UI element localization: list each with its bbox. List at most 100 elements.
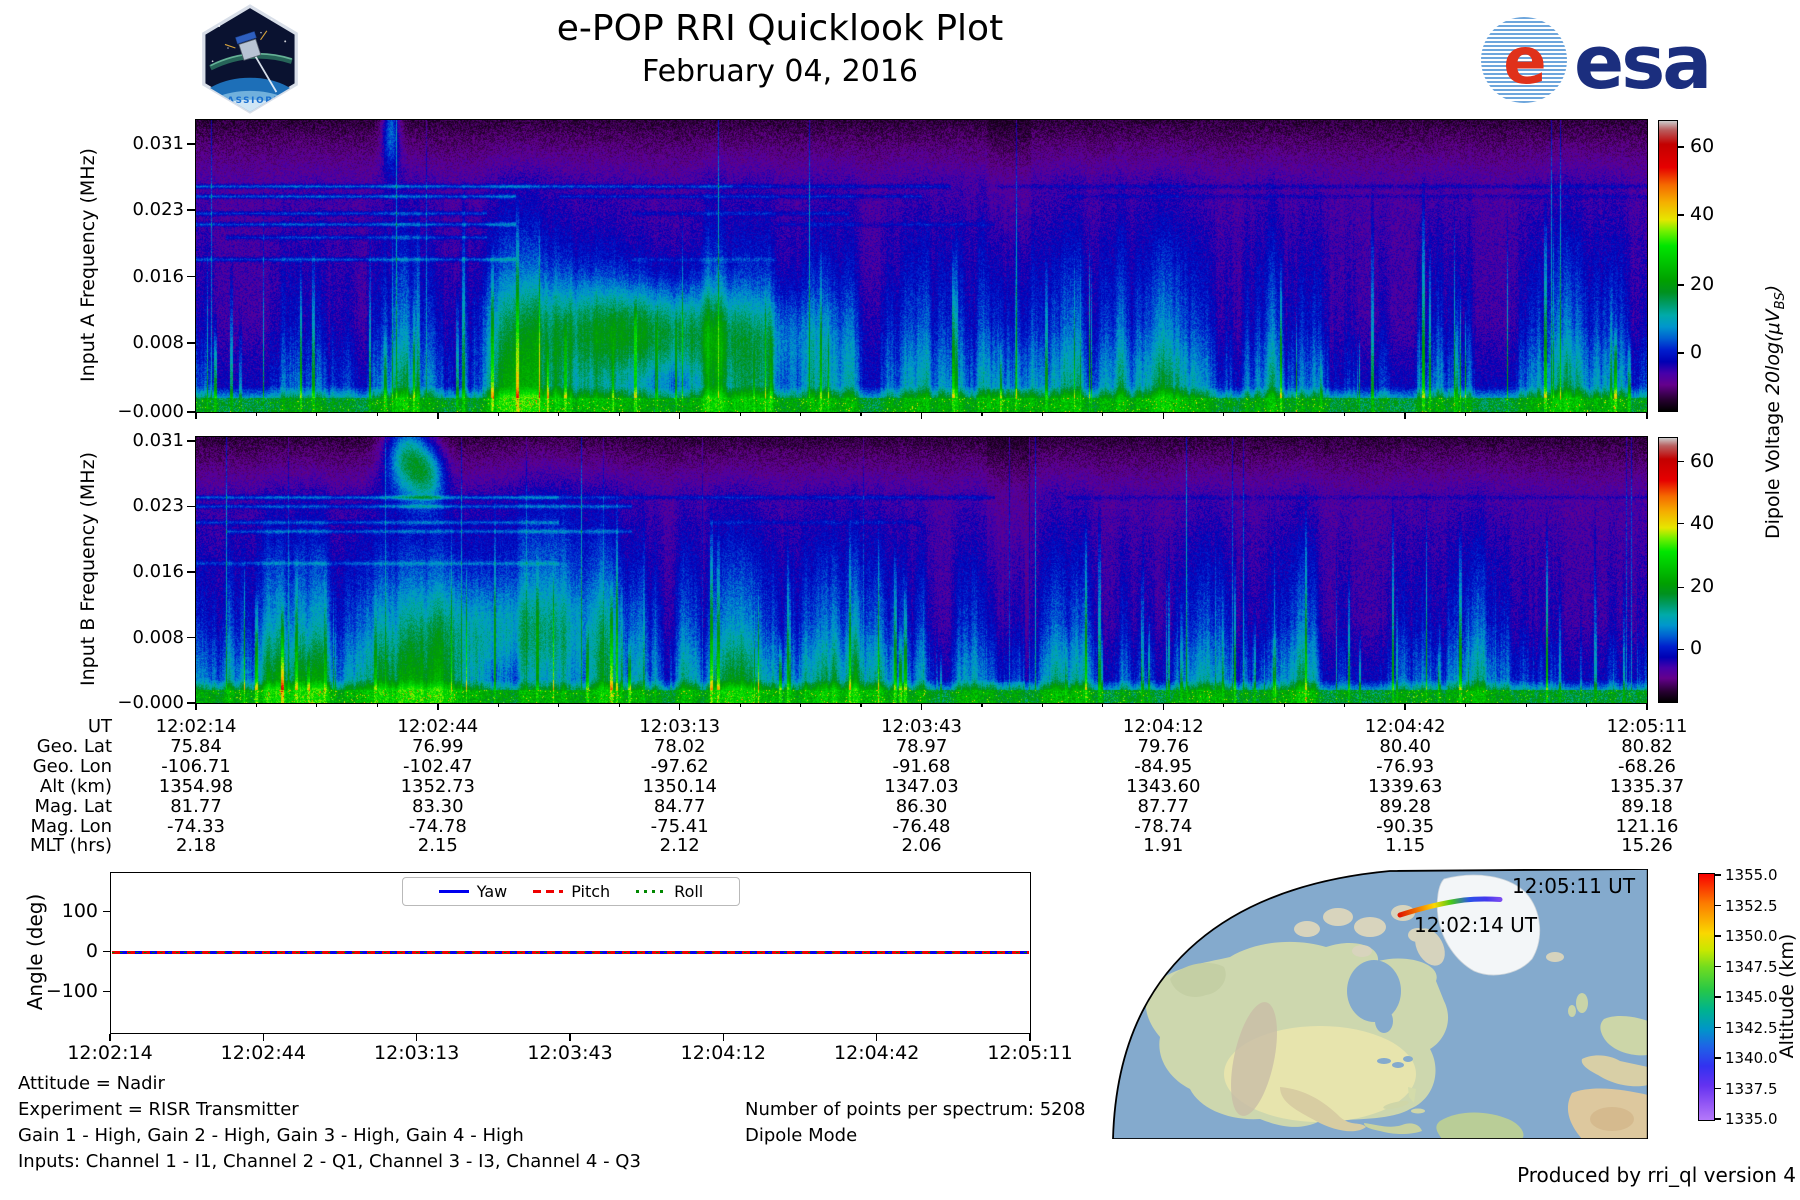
spectrogram-b-heatmap [196,437,1647,703]
ephemeris-cell: 1.91 [1143,835,1184,857]
altitude-tick-label: 1337.5 [1725,1079,1778,1098]
angle-ytick-mark [103,950,110,953]
legend-item-roll: Roll [636,882,703,901]
map-iberia [1581,1055,1648,1087]
time-minor-tick-b [1525,703,1527,707]
time-minor-tick-a [1585,412,1588,416]
freq-tick-mark-b [187,702,196,704]
ephemeris-cell: -76.93 [1376,755,1435,777]
ephemeris-cell: 2.12 [659,835,700,857]
angle-xtick-label: 12:03:13 [374,1042,460,1064]
altitude-tick-label: 1352.5 [1725,896,1778,915]
esa-logo: e esa [1481,17,1712,106]
colorbar-label-prefix: Dipole Voltage [1762,395,1785,539]
altitude-tick-label: 1340.0 [1725,1049,1778,1067]
freq-tick-label-b: −0.000 [117,692,184,713]
ephemeris-cell: 1350.14 [642,775,717,797]
spectrogram-a-heatmap [196,120,1647,412]
patch-beam [253,54,278,93]
annotation-experiment: Experiment = RISR Transmitter [18,1099,299,1120]
map-arctic-island [1294,921,1320,937]
colorbar-label-sub: BS [1772,292,1788,310]
time-minor-tick-b [981,703,983,707]
time-minor-tick-b [316,703,318,707]
esa-logo-text: esa [1574,20,1709,106]
freq-tick-label-b: 0.016 [132,561,184,583]
colorbar-tick-label: 20 [1690,273,1715,295]
time-minor-tick-a [497,412,499,416]
ephemeris-cell: -90.35 [1376,815,1435,837]
time-minor-tick-a [739,412,741,416]
legend-line-sample [636,889,667,894]
esa-globe-letter: e [1503,25,1546,99]
ephemeris-cell: 1339.63 [1367,775,1443,797]
colorbar-tick-label: 60 [1690,449,1715,472]
colorbar-tick-mark [1678,522,1684,525]
legend-label: Roll [674,882,704,901]
map-europe [1600,1015,1648,1056]
angle-xtick-mark [569,1034,571,1041]
time-minor-tick-a [981,412,983,416]
time-minor-tick-b [739,703,741,707]
ephemeris-row-label: Mag. Lon [30,815,112,837]
time-minor-tick-a [1465,412,1467,416]
colorbar-tick-label: 0 [1690,341,1703,363]
altitude-tick-label: 1355.0 [1725,866,1778,884]
freq-tick-mark-b [187,440,196,442]
angle-plot-legend: Yaw Pitch Roll [402,877,740,906]
colorbar-tick-label: 60 [1690,134,1715,157]
legend-line-sample [533,889,564,894]
angle-xtick-mark [875,1034,878,1041]
ephemeris-cell: 89.18 [1621,795,1673,817]
ephemeris-cell: 75.84 [170,735,222,757]
time-minor-tick-a [558,412,560,416]
time-minor-tick-a [255,412,258,416]
map-hudson-bay [1347,960,1401,1022]
ephemeris-cell: 79.76 [1137,735,1190,757]
ephemeris-row-label: Geo. Lat [36,735,112,757]
time-minor-tick-a [1283,412,1285,416]
ephemeris-cell: 83.30 [412,795,464,817]
altitude-tick-mark [1715,965,1721,968]
altitude-tick-label: 1350.0 [1725,927,1778,945]
angle-xtick-label: 12:05:11 [987,1042,1073,1064]
angle-xtick-mark [415,1034,418,1041]
ephemeris-cell: 15.26 [1621,835,1673,857]
colorbar-tick-label: 20 [1690,575,1715,598]
ephemeris-cell: 2.18 [175,835,217,857]
time-minor-tick-a [1041,412,1043,416]
ephemeris-cell: 1335.37 [1609,775,1685,797]
altitude-colorbar-label: Altitude (km) [1776,933,1798,1059]
freq-tick-label-a: −0.000 [117,401,184,422]
ephemeris-cell: -102.47 [403,755,473,777]
freq-tick-mark-b [187,636,196,639]
colorbar-tick-mark [1678,214,1684,216]
ephemeris-cell: 12:03:43 [881,716,962,737]
ephemeris-row-label: MLT (hrs) [29,835,112,857]
page-title: e-POP RRI Quicklook Plot [556,8,1004,49]
ephemeris-cell: 12:05:11 [1606,716,1688,737]
ephemeris-cell: -76.48 [892,815,951,837]
altitude-tick-mark [1715,874,1721,876]
altitude-tick-mark [1715,1026,1721,1029]
esa-globe-icon [1481,17,1567,103]
ephemeris-cell: 121.16 [1615,815,1679,837]
ephemeris-cell: 78.97 [895,735,948,757]
colorbar-label-suffix: ) [1762,284,1785,293]
time-minor-tick-a [316,412,318,416]
ephemeris-cell: -75.41 [650,815,709,837]
angle-xtick-mark [722,1034,725,1041]
angle-xtick-label: 12:04:42 [834,1042,920,1064]
ephemeris-cell: 12:03:13 [639,716,721,737]
altitude-tick-label: 1342.5 [1725,1018,1778,1037]
time-tick-mark-a [195,412,197,419]
colorbar-tick-mark [1678,146,1684,148]
freq-tick-label-a: 0.023 [132,198,184,220]
map-florida [1408,1087,1416,1103]
time-tick-mark-a [1404,412,1406,419]
ephemeris-row-label: Geo. Lon [32,755,112,777]
colorbar-tick-label: 40 [1690,511,1715,534]
colorbar-tick-label: 0 [1690,637,1703,660]
cassiope-mission-patch: CASSIOPE [202,4,298,114]
ephemeris-cell: 12:02:14 [155,716,237,737]
